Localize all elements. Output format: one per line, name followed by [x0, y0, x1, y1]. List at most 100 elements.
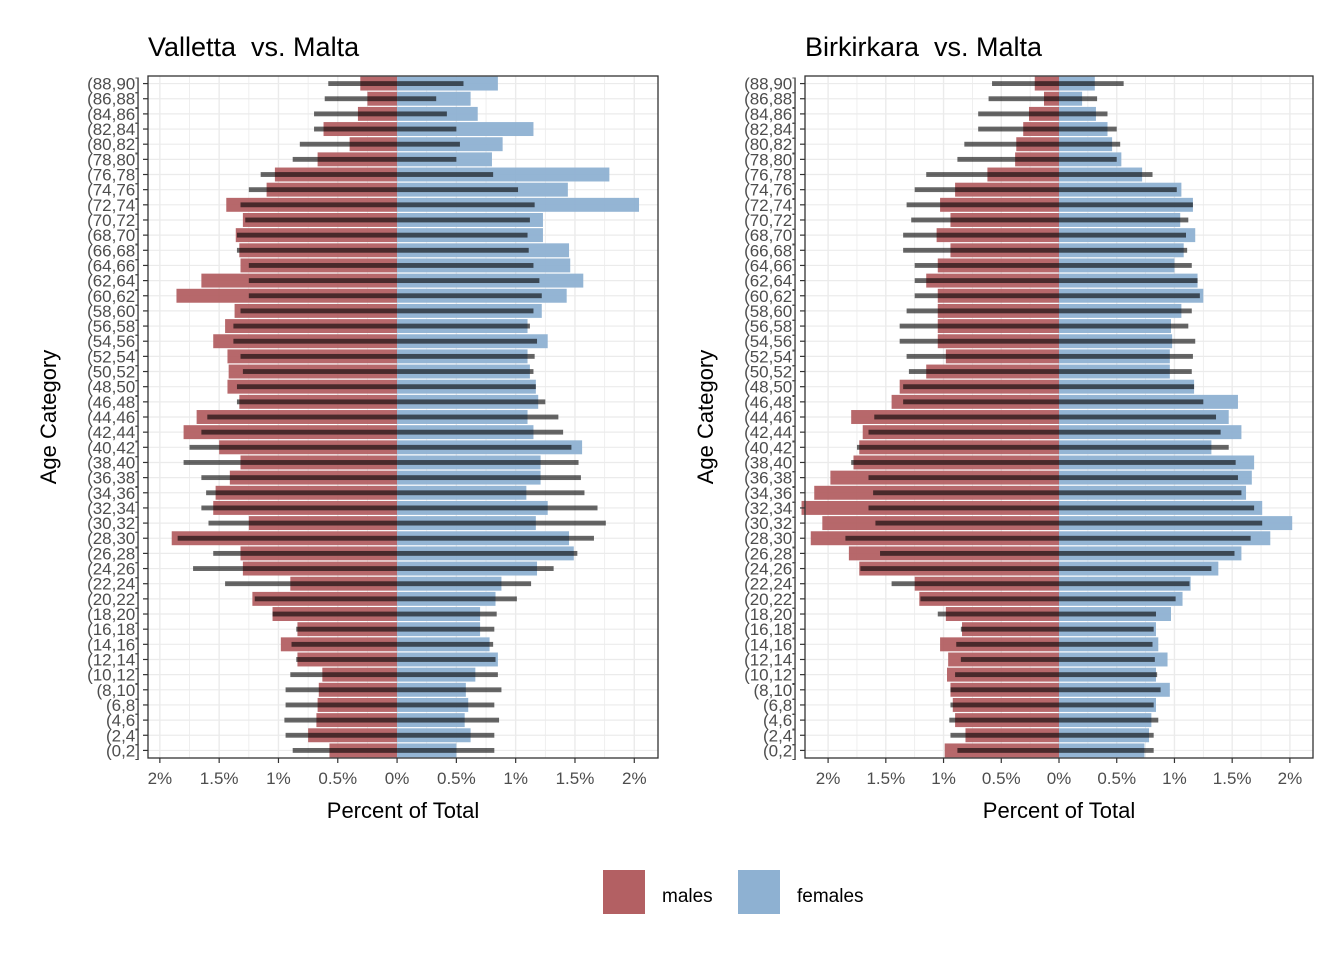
- y-axis-title: Age Category: [36, 350, 61, 485]
- y-tick-label-18-20: (18,20]: [87, 605, 140, 624]
- malta-female-bar-32-34: [397, 505, 598, 511]
- malta-female-bar-64-66: [1059, 263, 1192, 268]
- y-tick-label-0-2: (0,2]: [763, 741, 797, 760]
- y-tick-label-30-32: (30,32]: [744, 514, 797, 533]
- malta-female-bar-18-20: [1059, 611, 1156, 617]
- malta-male-bar-32-34: [201, 505, 398, 511]
- malta-female-bar-68-70: [397, 232, 528, 238]
- x-tick-label: 0%: [1047, 769, 1072, 788]
- malta-male-bar-40-42: [189, 444, 398, 450]
- y-tick-label-56-58: (56,58]: [744, 317, 797, 336]
- malta-female-bar-86-88: [1059, 96, 1098, 102]
- y-tick-label-72-74: (72,74]: [744, 196, 797, 215]
- y-tick-label-8-10: (8,10]: [754, 681, 797, 700]
- y-tick-label-26-28: (26,28]: [744, 544, 797, 563]
- malta-female-bar-28-30: [397, 535, 594, 541]
- malta-female-bar-44-46: [397, 414, 559, 420]
- malta-female-bar-88-90: [397, 81, 464, 87]
- malta-male-bar-74-76: [248, 187, 398, 193]
- malta-male-bar-70-72: [245, 217, 398, 223]
- y-tick-label-34-36: (34,36]: [744, 484, 797, 503]
- malta-female-bar-0-2: [1059, 747, 1154, 753]
- y-tick-label-88-90: (88,90]: [744, 75, 797, 94]
- y-tick-label-14-16: (14,16]: [87, 635, 140, 654]
- y-tick-label-22-24: (22,24]: [744, 575, 797, 594]
- malta-male-bar-22-24: [891, 581, 1059, 587]
- malta-female-bar-82-84: [1059, 126, 1117, 132]
- malta-male-bar-0-2: [957, 747, 1059, 753]
- malta-female-bar-26-28: [397, 550, 578, 556]
- malta-male-bar-38-40: [851, 460, 1059, 465]
- malta-female-bar-16-18: [1059, 626, 1154, 632]
- malta-female-bar-46-48: [1059, 399, 1204, 405]
- malta-male-bar-0-2: [292, 747, 398, 753]
- malta-male-bar-70-72: [911, 217, 1059, 223]
- y-tick-label-24-26: (24,26]: [87, 560, 140, 579]
- y-tick-label-72-74: (72,74]: [87, 196, 140, 215]
- y-tick-label-20-22: (20,22]: [744, 590, 797, 609]
- malta-male-bar-8-10: [285, 687, 398, 693]
- malta-male-bar-54-56: [233, 338, 398, 344]
- x-tick-label: 1.5%: [556, 769, 595, 788]
- y-tick-label-40-42: (40,42]: [87, 438, 140, 457]
- malta-male-bar-48-50: [903, 384, 1059, 390]
- chart-title: Valletta vs. Malta: [148, 32, 360, 62]
- malta-male-bar-16-18: [960, 626, 1059, 632]
- malta-female-bar-56-58: [397, 323, 530, 329]
- malta-male-bar-66-68: [903, 247, 1059, 253]
- malta-male-bar-82-84: [314, 126, 398, 132]
- x-axis-title: Percent of Total: [327, 798, 479, 823]
- malta-male-bar-74-76: [914, 187, 1059, 193]
- malta-male-bar-8-10: [950, 687, 1059, 693]
- x-axis: 2% 1.5% 1% 0.5% 0% 0.5% 1% 1.5% 2%: [816, 758, 1302, 788]
- panel-birkirkara-vs-malta: (0,2](2,4](4,6](6,8](8,10](10,12](12,14]…: [693, 32, 1314, 823]
- malta-female-bar-48-50: [1059, 384, 1195, 390]
- malta-male-bar-60-62: [914, 293, 1059, 299]
- legend-label-females: females: [797, 886, 864, 907]
- malta-female-bar-62-64: [397, 278, 540, 284]
- malta-female-bar-76-78: [397, 172, 494, 177]
- y-tick-label-84-86: (84,86]: [87, 105, 140, 124]
- malta-female-bar-88-90: [1059, 81, 1124, 87]
- malta-female-bar-10-12: [1059, 672, 1158, 678]
- y-tick-label-56-58: (56,58]: [87, 317, 140, 336]
- malta-female-bar-34-36: [1059, 490, 1242, 496]
- y-tick-label-38-40: (38,40]: [744, 453, 797, 472]
- y-tick-label-40-42: (40,42]: [744, 438, 797, 457]
- malta-male-bar-28-30: [177, 535, 398, 541]
- malta-female-bar-34-36: [397, 490, 585, 496]
- malta-male-bar-14-16: [956, 641, 1059, 647]
- y-tick-label-64-66: (64,66]: [87, 256, 140, 275]
- malta-male-bar-18-20: [272, 611, 398, 617]
- malta-female-bar-14-16: [1059, 641, 1153, 647]
- y-tick-label-58-60: (58,60]: [744, 302, 797, 321]
- y-tick-label-28-30: (28,30]: [744, 529, 797, 548]
- y-tick-label-50-52: (50,52]: [744, 363, 797, 382]
- y-tick-label-82-84: (82,84]: [744, 120, 797, 139]
- y-tick-label-44-46: (44,46]: [87, 408, 140, 427]
- y-tick-label-42-44: (42,44]: [87, 423, 140, 442]
- malta-male-bar-4-6: [949, 717, 1059, 723]
- y-tick-label-16-18: (16,18]: [744, 620, 797, 639]
- y-tick-label-10-12: (10,12]: [744, 666, 797, 685]
- malta-male-bar-52-54: [906, 353, 1059, 359]
- malta-female-bar-46-48: [397, 399, 546, 405]
- female-bar-82-84: [397, 122, 534, 137]
- malta-male-bar-46-48: [903, 399, 1059, 405]
- malta-male-bar-24-26: [860, 566, 1059, 571]
- malta-male-bar-40-42: [856, 444, 1059, 450]
- malta-female-bar-38-40: [1059, 460, 1236, 465]
- y-tick-label-76-78: (76,78]: [87, 166, 140, 185]
- malta-male-bar-62-64: [248, 278, 398, 284]
- y-tick-label-52-54: (52,54]: [87, 347, 140, 366]
- y-tick-label-24-26: (24,26]: [744, 560, 797, 579]
- y-tick-label-48-50: (48,50]: [744, 378, 797, 397]
- malta-female-bar-36-38: [397, 475, 581, 481]
- malta-male-bar-36-38: [201, 475, 398, 481]
- malta-male-bar-4-6: [284, 717, 398, 723]
- y-tick-label-32-34: (32,34]: [744, 499, 797, 518]
- y-tick-label-44-46: (44,46]: [744, 408, 797, 427]
- malta-male-bar-76-78: [926, 172, 1059, 177]
- x-tick-label: 1.5%: [866, 769, 905, 788]
- malta-male-bar-58-60: [906, 308, 1059, 314]
